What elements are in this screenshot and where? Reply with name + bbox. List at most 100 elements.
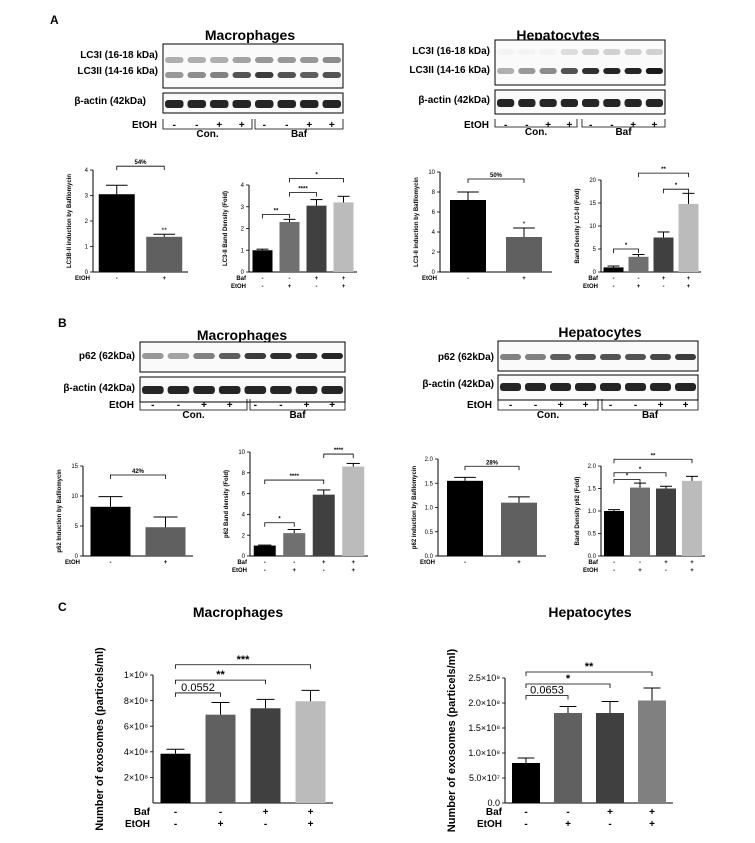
blot-band — [560, 49, 578, 55]
blot-band — [500, 354, 521, 360]
y-tick-label: 0 — [432, 270, 436, 276]
y-tick-label: 1.0×10⁸ — [468, 748, 500, 758]
blot-band — [277, 100, 296, 108]
condition-mark: + — [263, 807, 269, 818]
significance-label: * — [626, 474, 629, 480]
condition-mark: - — [467, 276, 469, 282]
bar — [604, 511, 624, 556]
condition-mark: - — [639, 560, 641, 566]
group-bracket — [601, 399, 699, 411]
condition-mark: + — [517, 560, 521, 566]
blot-band — [187, 100, 206, 108]
bar — [333, 202, 354, 272]
etoh-mark: + — [545, 120, 551, 131]
condition-row-label: EtOH — [422, 276, 437, 282]
blot-row-label: β-actin (42kDa) — [63, 383, 135, 394]
condition-mark: + — [351, 560, 355, 566]
y-tick-label: 0 — [85, 270, 89, 276]
condition-mark: - — [613, 568, 615, 574]
condition-mark: + — [664, 560, 668, 566]
bar — [252, 250, 273, 272]
blot-band — [277, 57, 296, 63]
y-axis-label: LC3-II Band Density (Fold) — [223, 191, 229, 266]
condition-row-label: Baf — [237, 560, 248, 566]
condition-mark: + — [315, 276, 319, 282]
bar — [342, 466, 365, 556]
y-tick-label: 1 — [85, 245, 89, 251]
group-label: Baf — [615, 127, 632, 138]
significance-label: * — [315, 172, 318, 178]
significance-label: 28% — [486, 460, 499, 466]
group-label: Con. — [196, 129, 218, 140]
blot-band — [624, 49, 642, 55]
y-axis-label: p62 induction by Bafilomycin — [412, 465, 418, 549]
y-tick-label: 4 — [241, 183, 245, 189]
blot-band — [218, 353, 241, 359]
etoh-mark: - — [509, 400, 512, 411]
significance-bracket — [116, 165, 165, 171]
significance-bracket — [613, 472, 667, 477]
blot-band — [650, 383, 671, 391]
blot-band — [322, 100, 341, 108]
condition-mark: - — [262, 276, 264, 282]
etoh-mark: - — [173, 120, 176, 131]
condition-mark: - — [289, 276, 291, 282]
y-tick-label: 2 — [85, 219, 89, 225]
blot-band — [550, 354, 571, 360]
bar — [554, 713, 582, 803]
y-tick-label: 5 — [593, 247, 597, 253]
y-axis-label: Number of exosomes (particels/ml) — [94, 647, 106, 831]
blot-band — [142, 386, 164, 394]
blot-band — [575, 383, 596, 391]
etoh-mark: - — [525, 120, 528, 131]
blot-band — [582, 99, 600, 107]
bar — [283, 533, 306, 556]
blot-band — [560, 99, 578, 107]
group-bracket — [497, 399, 599, 411]
chart-c2: Hepatocytes 0.0 5.0×10⁷ 1.0×10⁸ 1.5×10⁸ 2.0×1… — [446, 604, 673, 832]
y-tick-label: 15 — [589, 201, 596, 207]
blot-membrane-frame — [162, 43, 344, 89]
significance-bracket — [175, 679, 266, 685]
blot-band — [187, 57, 206, 63]
bar — [638, 700, 666, 803]
significance-bracket — [175, 664, 311, 669]
y-axis-label: Band Density LC3-II (Fold) — [575, 188, 581, 263]
etoh-mark: + — [329, 120, 335, 131]
condition-mark: + — [649, 819, 655, 830]
condition-mark: - — [665, 568, 667, 574]
blot-band — [210, 72, 229, 78]
significance-label: ** — [661, 167, 666, 173]
condition-mark: - — [613, 276, 615, 282]
condition-row-label: Baf — [486, 807, 503, 818]
significance-label: **** — [298, 187, 308, 193]
etoh-mark: + — [583, 400, 589, 411]
panel-label-a: A — [50, 13, 59, 27]
y-tick-label: 5.0×10⁷ — [469, 773, 500, 783]
blot-row-label: β-actin (42kDa) — [422, 379, 494, 390]
condition-mark: - — [174, 807, 177, 818]
condition-row-label: EtOH — [420, 560, 435, 566]
condition-mark: + — [162, 276, 166, 282]
y-tick-label: 4 — [242, 513, 246, 519]
etoh-mark: - — [609, 400, 612, 411]
bar — [295, 701, 326, 803]
significance-label: * — [639, 467, 642, 473]
condition-row-label: EtOH — [477, 819, 502, 830]
blot-band — [300, 72, 319, 78]
blot-band — [625, 354, 646, 360]
group-bracket — [581, 119, 666, 128]
group-label: Baf — [289, 410, 306, 421]
y-tick-label: 8 — [432, 190, 436, 196]
bar — [656, 488, 676, 556]
blot-band — [518, 99, 536, 107]
condition-mark: + — [662, 276, 666, 282]
condition-mark: - — [638, 276, 640, 282]
condition-mark: - — [613, 560, 615, 566]
condition-mark: + — [288, 284, 292, 290]
significance-label: 54% — [134, 160, 147, 166]
y-tick-label: 0.0 — [588, 554, 597, 560]
significance-bracket — [110, 474, 166, 479]
